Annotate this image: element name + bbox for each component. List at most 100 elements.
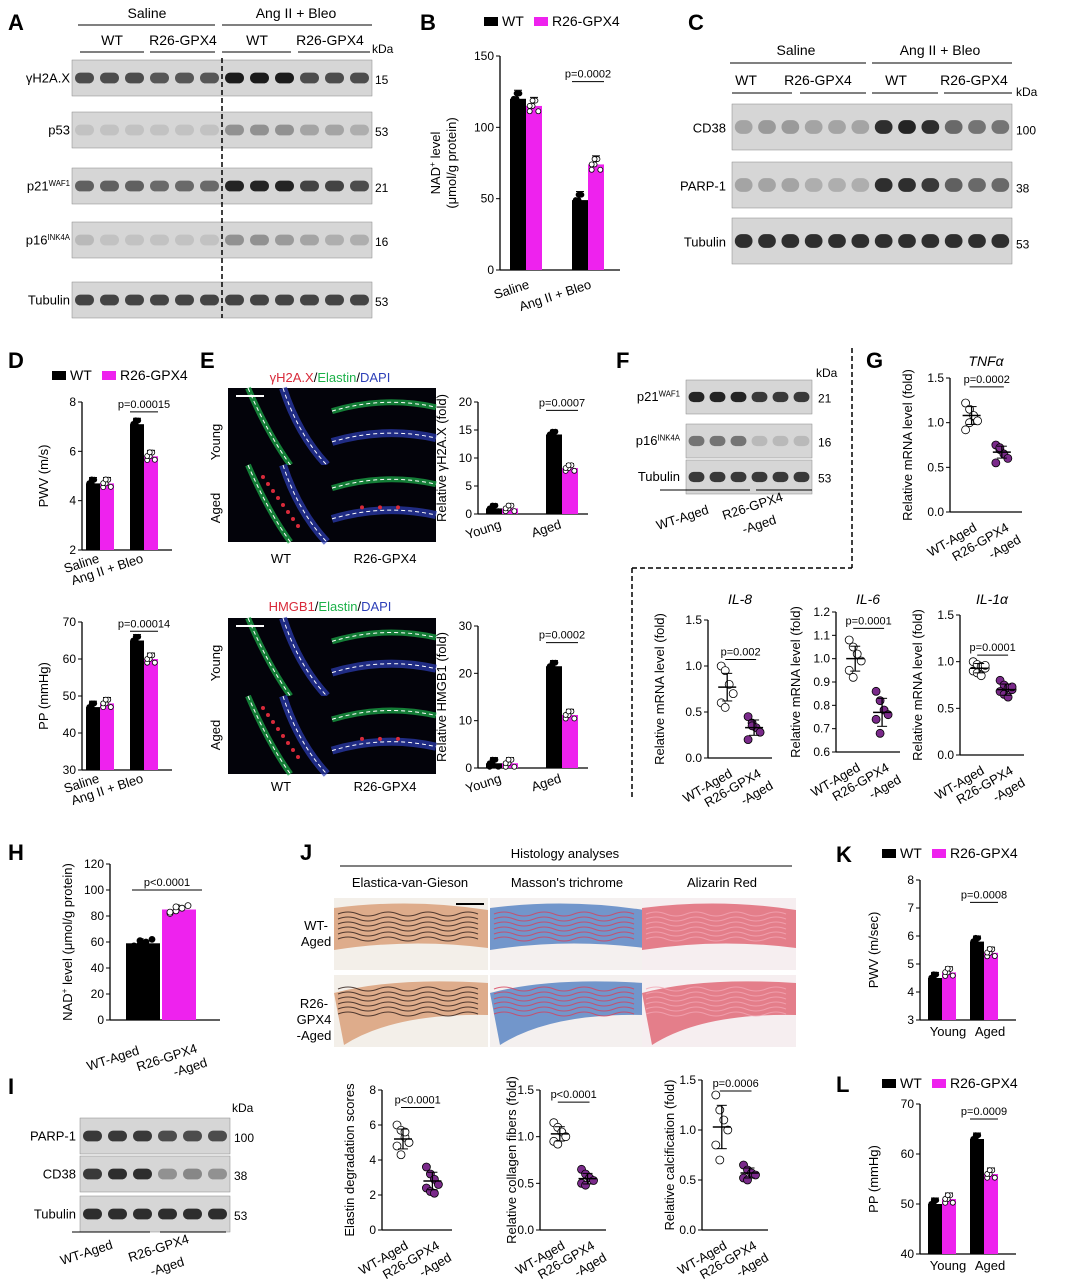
- blot-strip-1: [79, 1155, 231, 1193]
- category-label: Aged: [529, 771, 563, 795]
- bar-WT-Aged: [546, 434, 562, 514]
- data-point: [715, 1155, 725, 1165]
- data-point: [743, 1175, 752, 1185]
- y-tick-label: 6: [907, 929, 914, 943]
- fiber-line: [645, 926, 787, 932]
- y-tick-label: 1.0: [685, 659, 702, 673]
- data-point: [589, 1176, 598, 1185]
- blot-row-label: Tubulin: [638, 469, 680, 484]
- blot-band: [968, 178, 986, 192]
- blot-band: [730, 471, 747, 483]
- vessel-wall: [642, 981, 796, 1045]
- blot-kda: 53: [375, 295, 389, 309]
- fiber-line: [337, 1006, 479, 1012]
- bar-WT-Saline: [510, 98, 526, 270]
- y-tick-label: 1.0: [679, 1123, 696, 1137]
- category-label: Aged: [975, 1024, 1005, 1039]
- data-point: [747, 721, 757, 731]
- bar-R26-GPX4-Ang II + Bleo: [144, 659, 158, 770]
- j-row2-b: GPX4: [297, 1012, 332, 1027]
- f-kda: kDa: [816, 366, 838, 380]
- vessel-outline: [247, 464, 291, 543]
- data-point: [597, 166, 604, 173]
- blot-strip-2: [685, 459, 813, 495]
- j-row1-b: Aged: [301, 934, 331, 949]
- blot-band: [108, 1130, 127, 1142]
- marker-signal: [281, 503, 285, 507]
- c-saline-label: Saline: [777, 42, 816, 58]
- bar-WT-Young: [928, 978, 942, 1020]
- marker-signal: [271, 489, 275, 493]
- bar-R26-GPX4-Young: [942, 1199, 956, 1254]
- blot-band: [325, 294, 344, 306]
- fiber-line: [645, 921, 787, 927]
- fiber-line: [493, 1011, 635, 1017]
- blot-kda: 100: [1016, 123, 1036, 137]
- blot-band: [150, 180, 169, 192]
- y-tick-label: 1.0: [813, 652, 830, 666]
- fiber-line: [645, 936, 787, 942]
- data-point: [392, 1141, 402, 1151]
- y-tick-label: 7: [907, 901, 914, 915]
- c-wt-1: WT: [735, 72, 757, 88]
- blot-strip-0: [731, 103, 1013, 151]
- data-point: [513, 90, 520, 97]
- blot-row-label: PARP-1: [680, 179, 726, 194]
- legend-swatch-gpx4: [932, 1079, 946, 1088]
- marker-signal: [396, 505, 400, 510]
- marker-signal: [266, 482, 270, 486]
- data-point: [489, 756, 496, 763]
- vessel-wall: [490, 981, 644, 1045]
- panel-letter-h: H: [8, 840, 24, 865]
- blot-band: [208, 1208, 227, 1220]
- blot-kda: 16: [818, 435, 832, 449]
- bar-WT-Ang II + Bleo: [572, 200, 588, 270]
- blot-band: [350, 294, 369, 306]
- p-value: p<0.0001: [395, 1095, 441, 1107]
- bar-WT-Aged: [546, 666, 562, 768]
- blot-band: [275, 124, 294, 136]
- a-gpx4-1: R26-GPX4: [149, 32, 217, 48]
- category-label: Young: [930, 1024, 966, 1039]
- data-point: [848, 672, 858, 682]
- p-value: p=0.00014: [118, 618, 170, 630]
- a-wt-2: WT: [246, 32, 268, 48]
- blot-band: [793, 435, 810, 447]
- blot-band: [150, 234, 169, 246]
- y-tick-label: 0.0: [517, 1223, 534, 1237]
- blot-band: [921, 120, 940, 134]
- data-point: [711, 1090, 721, 1100]
- fiber-line: [337, 911, 479, 917]
- j-row2-c: -Aged: [297, 1028, 332, 1043]
- blot-band: [200, 180, 219, 192]
- data-point: [571, 467, 578, 474]
- data-point: [151, 456, 158, 463]
- blot-band: [734, 120, 753, 134]
- blot-band: [175, 72, 194, 84]
- blot-kda: 100: [234, 1131, 254, 1145]
- blot-strip-2: [731, 217, 1013, 265]
- blot-band: [688, 471, 705, 483]
- vessel-wall: [334, 981, 488, 1045]
- blot-band: [828, 178, 846, 192]
- fiber-line: [337, 921, 479, 927]
- data-point: [588, 166, 595, 173]
- legend-wt: WT: [70, 367, 92, 383]
- fiber-line: [645, 991, 787, 997]
- blot-band: [793, 391, 810, 403]
- e-aged-1: Aged: [208, 493, 223, 523]
- blot-band: [325, 124, 344, 136]
- blot-band: [991, 120, 1010, 134]
- data-point: [421, 1162, 431, 1172]
- blot-band: [300, 124, 319, 136]
- blot-band: [125, 124, 144, 136]
- a-saline-label: Saline: [128, 5, 167, 21]
- blot-kda: 53: [375, 125, 389, 139]
- e-gpx4-1: R26-GPX4: [354, 551, 417, 566]
- fiber-line: [337, 926, 479, 932]
- data-point: [549, 428, 556, 435]
- marker-signal: [276, 496, 280, 500]
- chart-J3: 0.0 0.5 1.0 1.5 p=0.0006 Relative calcificati…: [662, 1073, 771, 1282]
- j-stain-1: Elastica-van-Gieson: [352, 875, 468, 890]
- fiber-line: [493, 1001, 635, 1007]
